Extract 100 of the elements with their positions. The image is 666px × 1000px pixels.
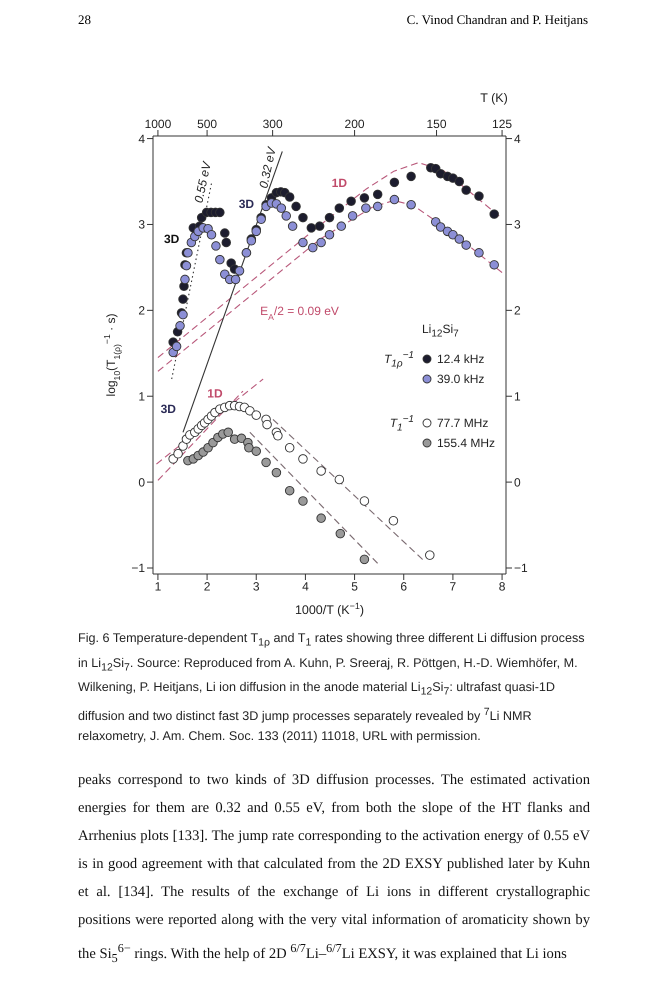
point xyxy=(206,230,216,240)
point xyxy=(336,528,346,538)
point xyxy=(336,221,346,231)
point xyxy=(306,223,316,233)
text: C. Vinod Chandran and P. Heitjans xyxy=(406,12,588,27)
x-tick-label: 7 xyxy=(450,580,457,594)
point xyxy=(461,240,471,250)
point xyxy=(308,242,318,252)
y2-tick-label: 4 xyxy=(514,132,521,146)
y-tick-label: −1 xyxy=(131,561,146,576)
point xyxy=(298,496,308,506)
point xyxy=(360,193,370,203)
x-tick-label: 4 xyxy=(302,580,310,594)
point xyxy=(406,172,416,182)
annotation: 3D xyxy=(160,402,176,416)
point xyxy=(454,234,464,244)
x-tick-label: 2 xyxy=(204,580,211,594)
point xyxy=(316,466,326,476)
point xyxy=(390,178,400,188)
point xyxy=(489,260,499,270)
text: 500 xyxy=(197,117,218,131)
x-axis-title: 1000/T (K$^{−1}$) xyxy=(294,601,364,617)
point xyxy=(284,192,294,202)
point xyxy=(361,203,371,213)
point xyxy=(173,449,183,459)
point xyxy=(172,342,182,352)
point xyxy=(454,176,464,186)
point xyxy=(388,516,398,526)
point xyxy=(346,196,356,206)
x-tick-label: 3 xyxy=(252,580,260,594)
point xyxy=(298,212,308,222)
point xyxy=(474,191,484,201)
point xyxy=(234,266,244,276)
annotation: 1D xyxy=(332,176,348,190)
point xyxy=(223,428,233,438)
annotation: 0.32 eV xyxy=(256,145,279,190)
y2-tick-label: −1 xyxy=(514,561,528,576)
text: Fig. 6 Temperature-dependent T$_{1ρ}$ and T$_{1}$ rates showing three different Li diffusion process in Li$_{12}$Si$_{7}$. Source: Reproduced from A. Kuhn, P. Sreeraj, R. Pöttgen, H.-D. Wiemhöfer, M. Wilkening, P. Heitjans, Li ion diffusion in the anode material Li$_{12}$Si$_{7}$: ultrafast quasi-1D diffusion and two distinct fast 3D jump processes separately revealed by $^{7}$Li NMR relaxometry, J. Am. Chem. Soc. 133 (2011) 11018, URL with permission. xyxy=(78,631,585,743)
point xyxy=(436,222,446,232)
text: 150 xyxy=(426,117,447,131)
point xyxy=(222,238,232,248)
text: peaks correspond to two kinds of 3D diffusion processes. The estimated activation energies for them are 0.32 and 0.55 eV, from both the slope of the HT flanks and Arrhenius plots [133]. The jump rate corresponding to the activation energy of 0.55 eV is in good agreement with that calculated from the 2D EXSY published later by Kuhn et al. [134]. The results of the exchange of Li ions in different crystallographic positions were reported along with the very vital information of aromaticity shown by the Si$_{5}$$^{6−}$ rings. With the help of 2D $^{6/7}$Li–$^{6/7}$Li EXSY, it was explained that Li ions xyxy=(78,772,590,965)
point xyxy=(360,554,370,564)
annotation: 0.55 eV xyxy=(192,160,214,204)
point xyxy=(284,443,294,453)
point xyxy=(215,208,225,218)
y2-tick-label: 0 xyxy=(514,475,521,490)
point xyxy=(281,211,291,221)
point xyxy=(251,410,261,420)
legend-label: 12.4 kHz xyxy=(437,352,484,366)
point xyxy=(448,230,458,240)
text: 1000 xyxy=(144,117,172,131)
point xyxy=(334,474,344,484)
y-tick-label: 3 xyxy=(138,218,146,232)
point xyxy=(489,209,499,219)
annotation: 1D xyxy=(207,386,223,401)
point xyxy=(245,406,255,416)
point xyxy=(348,211,358,221)
text: 200 xyxy=(344,117,365,131)
point xyxy=(425,550,435,560)
y-tick-label: 4 xyxy=(138,132,146,146)
legend-label: 39.0 kHz xyxy=(437,372,484,386)
point xyxy=(236,434,246,444)
point xyxy=(372,190,382,200)
x-tick-label: 1 xyxy=(154,580,162,594)
text: 125 xyxy=(492,117,512,131)
y2-tick-label: 3 xyxy=(514,218,521,232)
point xyxy=(215,254,225,264)
point xyxy=(175,321,185,331)
y-tick-label: 2 xyxy=(138,304,146,318)
legend-title: Li$_{12}$Si$_{7}$ xyxy=(422,322,459,340)
point xyxy=(178,294,188,304)
point xyxy=(324,230,334,240)
point xyxy=(251,446,261,456)
point xyxy=(288,221,298,231)
point xyxy=(284,486,294,496)
point xyxy=(276,203,286,213)
point xyxy=(211,241,221,251)
legend-label: 155.4 MHz xyxy=(437,436,496,450)
point xyxy=(273,430,283,440)
point xyxy=(372,202,382,212)
point xyxy=(262,420,272,430)
x-tick-label: 5 xyxy=(351,580,358,594)
point xyxy=(180,274,190,284)
point xyxy=(298,454,308,464)
point xyxy=(390,194,400,204)
point xyxy=(324,212,334,222)
x-tick-label: 8 xyxy=(498,580,506,594)
point xyxy=(272,468,282,478)
point xyxy=(230,274,240,284)
annotation: 3D xyxy=(238,196,254,211)
point xyxy=(244,443,254,453)
point xyxy=(316,513,326,523)
x2-axis-title: T (K) xyxy=(480,91,508,105)
point xyxy=(334,203,344,213)
y2-tick-label: 2 xyxy=(514,304,521,318)
point xyxy=(291,202,301,212)
point xyxy=(474,248,484,258)
text: 28 xyxy=(78,12,91,27)
point xyxy=(314,221,324,231)
